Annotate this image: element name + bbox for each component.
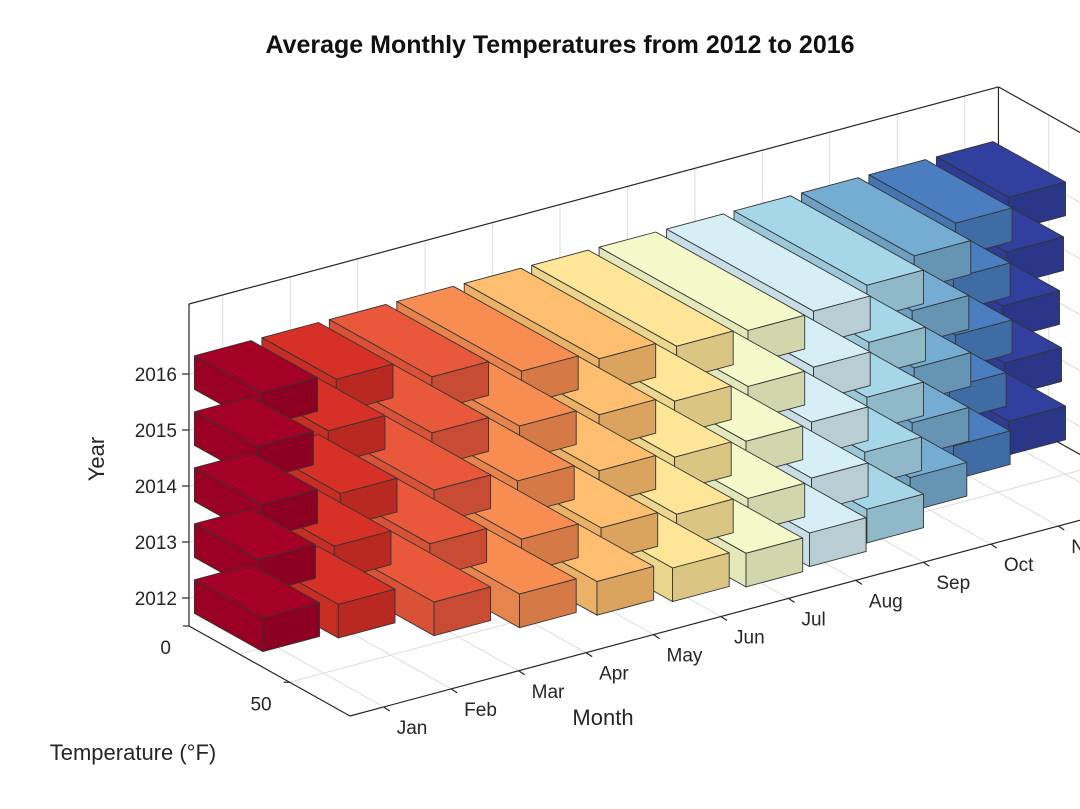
x-tick-mark — [383, 706, 391, 712]
y-tick-label: 2013 — [135, 533, 177, 554]
chart-title: Average Monthly Temperatures from 2012 t… — [265, 31, 854, 59]
x-tick-mark — [653, 634, 660, 640]
x-tick-label: Sep — [936, 573, 970, 594]
x-tick-mark — [720, 616, 728, 621]
x-tick-mark — [1057, 525, 1065, 531]
x-tick-mark — [990, 543, 998, 549]
x-tick-mark — [788, 597, 795, 603]
z-axis-label: Temperature (°F) — [50, 740, 217, 765]
x-tick-label: Nov — [1071, 537, 1080, 558]
x-tick-label: Apr — [599, 664, 629, 685]
y-axis-label: Year — [84, 437, 109, 481]
x-tick-mark — [450, 688, 458, 694]
y-tick-label: 2014 — [135, 477, 178, 498]
x-tick-label: Jul — [801, 609, 825, 630]
y-tick-label: 2012 — [135, 589, 177, 610]
bar-jan-2012 — [193, 564, 320, 653]
x-tick-label: Oct — [1004, 555, 1034, 576]
x-tick-mark — [923, 561, 930, 567]
z-tick-label: 50 — [250, 694, 271, 715]
x-tick-label: Jun — [734, 628, 765, 649]
axis-box-edge — [188, 86, 999, 305]
x-tick-label: Feb — [464, 700, 497, 721]
z-tick-label: 0 — [160, 638, 171, 659]
x-tick-mark — [585, 652, 593, 658]
axis-box-edge — [188, 625, 351, 717]
x-tick-label: Jan — [397, 718, 428, 739]
ticks-layer: 2012 2013 2014 2015 2016 Jan Feb Mar Apr May Jun Ju… — [135, 365, 1080, 739]
x-tick-label: Aug — [869, 591, 903, 612]
x-axis-label: Month — [572, 705, 633, 730]
axis-box-edge — [349, 519, 1080, 717]
x-tick-label: Mar — [532, 682, 565, 703]
x-tick-mark — [855, 579, 863, 585]
bars-layer — [193, 141, 1066, 653]
x-tick-mark — [518, 670, 525, 676]
x-tick-label: May — [667, 646, 703, 667]
y-tick-label: 2015 — [135, 421, 177, 442]
y-tick-label: 2016 — [135, 365, 177, 386]
axis-box-edge — [998, 86, 1080, 134]
